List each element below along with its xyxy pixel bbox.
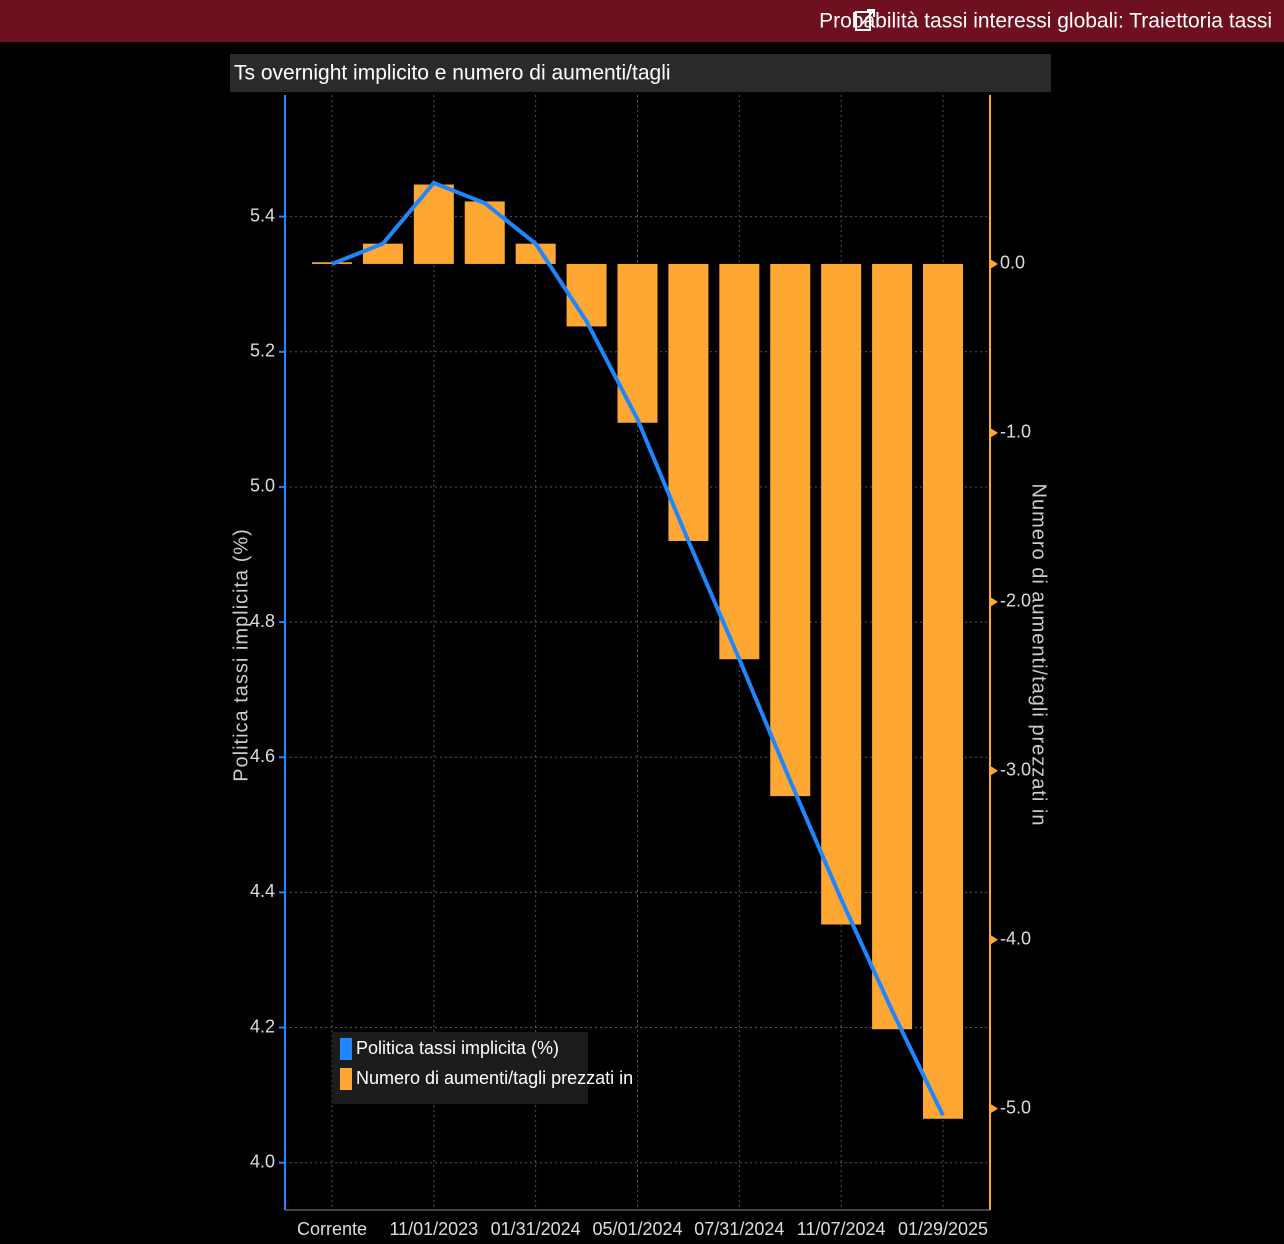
y2-tick-label: -5.0 <box>1000 1097 1031 1117</box>
legend-swatch <box>340 1068 352 1090</box>
legend-box <box>332 1032 588 1104</box>
bar <box>362 243 403 264</box>
y2-tick <box>990 258 998 269</box>
bar <box>668 263 709 541</box>
x-tick-label: 11/07/2024 <box>797 1219 886 1239</box>
header-title: Probabilità tassi interessi globali: Tra… <box>819 10 1272 33</box>
y-tick-label: 5.0 <box>250 476 275 496</box>
bar <box>821 263 862 925</box>
y2-tick <box>990 765 998 776</box>
y2-tick-label: 0.0 <box>1000 253 1025 273</box>
bar <box>413 184 454 264</box>
y2-tick-label: -3.0 <box>1000 760 1031 780</box>
y-axis-label: Politica tassi implicita (%) <box>230 528 252 782</box>
y2-tick <box>990 427 998 438</box>
y2-tick-label: -4.0 <box>1000 928 1031 948</box>
y-tick-label: 5.2 <box>250 341 275 361</box>
x-tick-label: Corrente <box>297 1219 367 1239</box>
y-tick-label: 4.6 <box>250 746 275 766</box>
y-tick-label: 4.4 <box>250 881 275 901</box>
bar <box>923 263 963 1119</box>
popout-icon <box>855 9 875 31</box>
y2-tick-label: -2.0 <box>1000 591 1031 611</box>
legend-swatch <box>340 1038 352 1060</box>
x-tick-label: 07/31/2024 <box>694 1219 784 1239</box>
legend-label: Numero di aumenti/tagli prezzati in <box>356 1068 633 1088</box>
y2-tick <box>990 934 998 945</box>
bar <box>566 263 607 327</box>
subtitle-box <box>230 54 1051 92</box>
y2-axis-label: Numero di aumenti/tagli prezzati in <box>1028 484 1050 827</box>
line <box>331 180 945 1117</box>
y2-tick <box>990 1103 998 1114</box>
y-tick-label: 4.0 <box>250 1151 275 1171</box>
bar <box>872 263 913 1030</box>
x-tick-label: 01/29/2025 <box>898 1219 988 1239</box>
x-tick-label: 11/01/2023 <box>389 1219 478 1239</box>
y-tick-label: 4.2 <box>250 1016 275 1036</box>
bar <box>719 263 760 660</box>
y2-tick-label: -1.0 <box>1000 422 1031 442</box>
x-tick-label: 01/31/2024 <box>491 1219 581 1239</box>
y-tick-label: 5.4 <box>250 205 275 225</box>
y2-tick <box>990 596 998 607</box>
chart-title: Ts overnight implicito e numero di aumen… <box>234 62 671 85</box>
bar <box>770 263 811 797</box>
bar <box>617 263 658 423</box>
legend-label: Politica tassi implicita (%) <box>356 1038 559 1058</box>
header-bar <box>0 0 1284 42</box>
bar <box>464 201 505 264</box>
x-tick-label: 05/01/2024 <box>592 1219 682 1239</box>
y-tick-label: 4.8 <box>250 611 275 631</box>
